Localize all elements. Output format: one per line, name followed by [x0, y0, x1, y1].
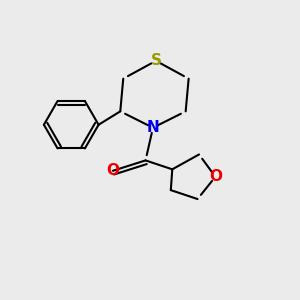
Text: N: N [147, 120, 159, 135]
Text: S: S [150, 53, 161, 68]
Text: O: O [209, 169, 222, 184]
Text: O: O [106, 163, 119, 178]
